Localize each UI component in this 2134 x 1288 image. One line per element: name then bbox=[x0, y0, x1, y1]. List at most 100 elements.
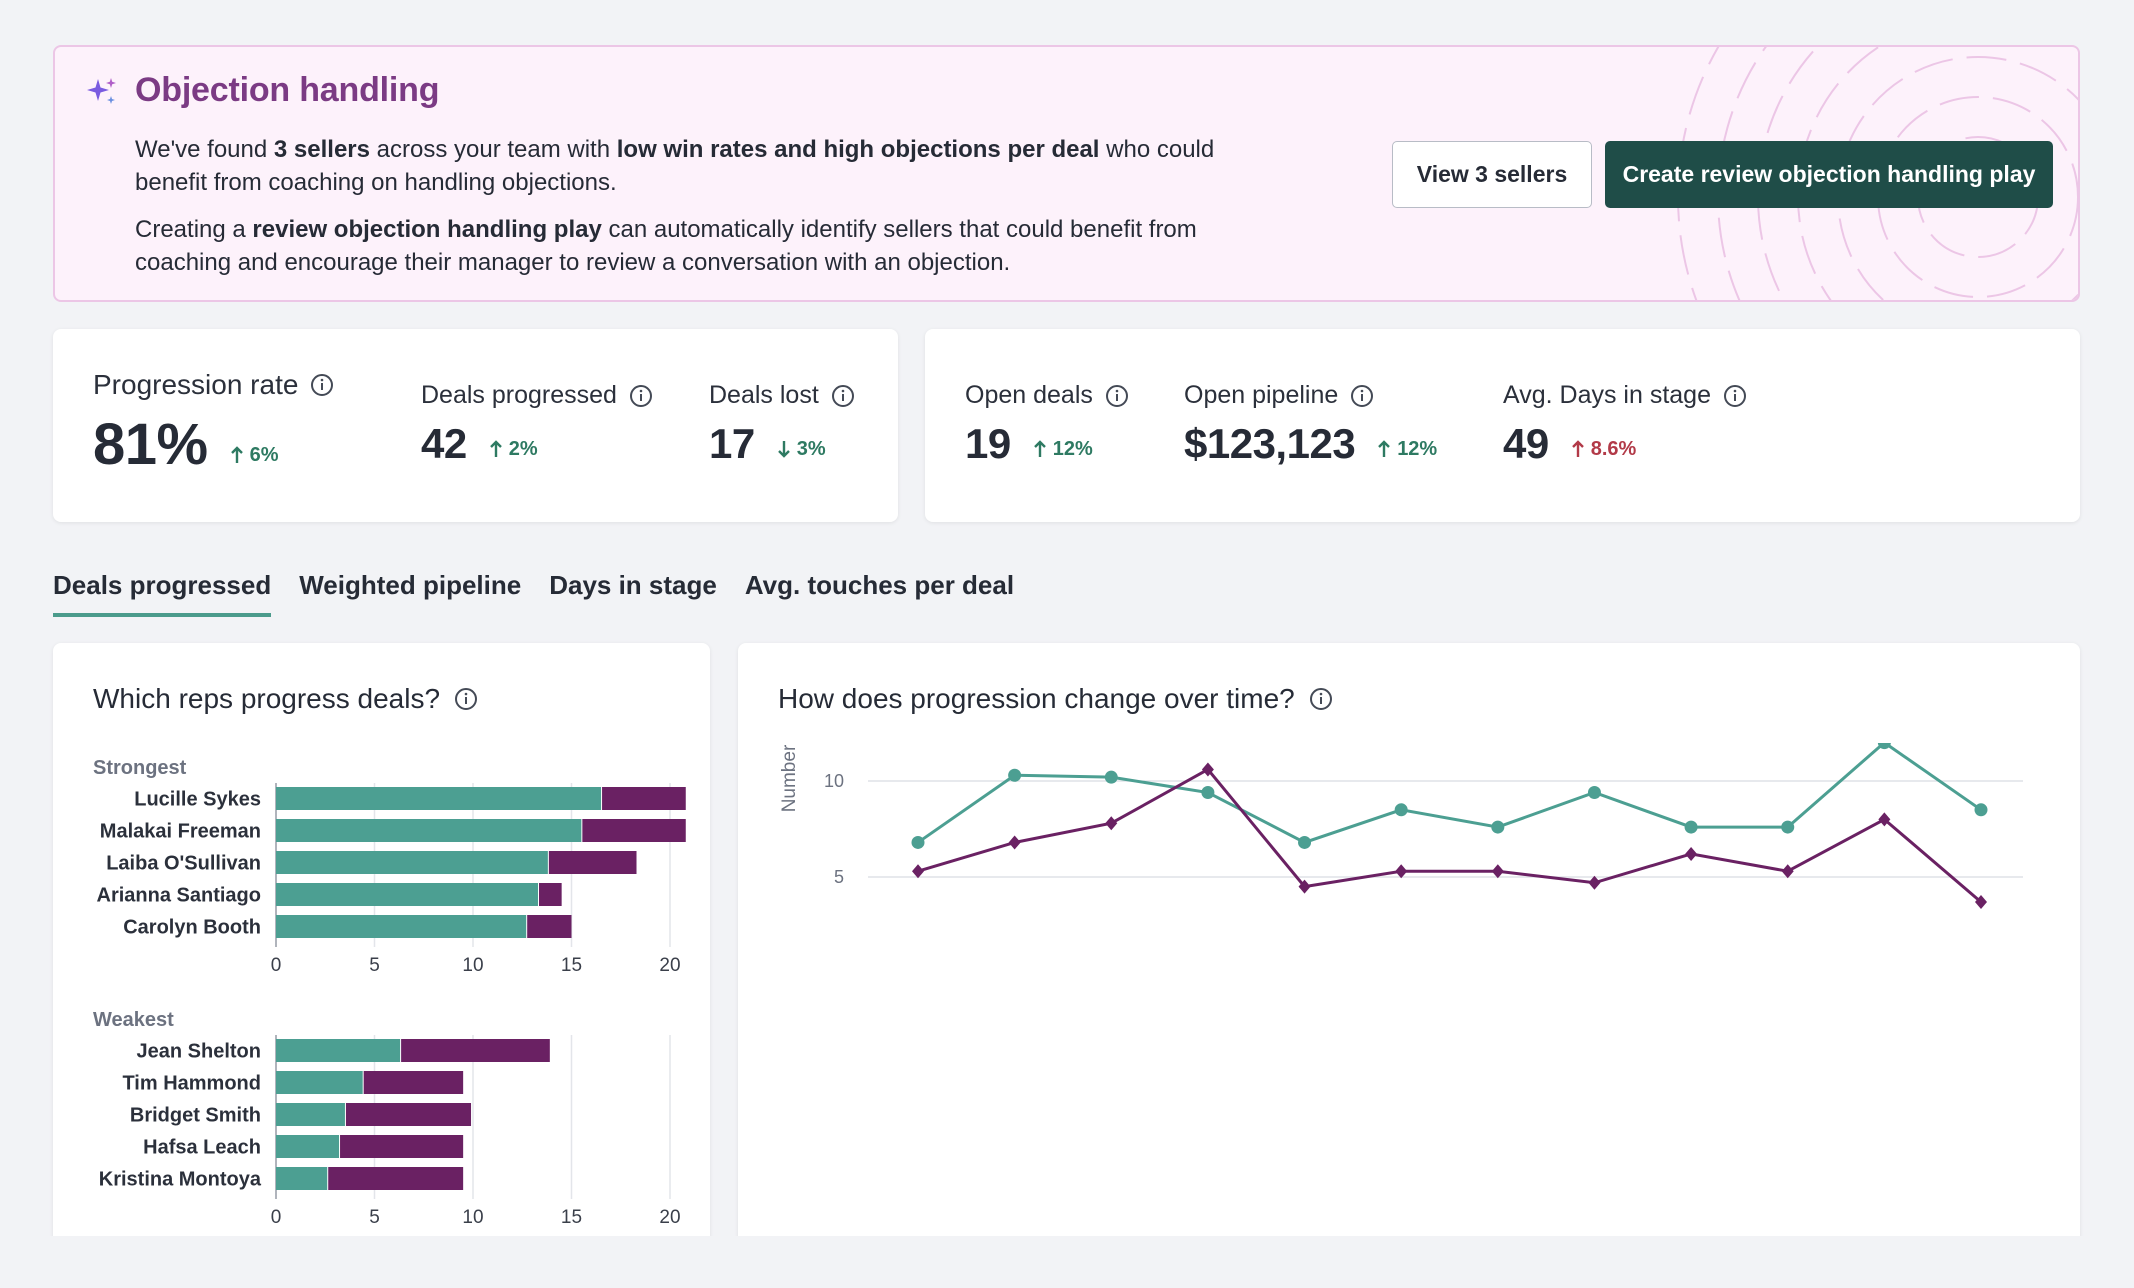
reps-chart-title: Which reps progress deals? bbox=[93, 683, 478, 715]
data-point bbox=[1298, 835, 1312, 849]
bar-segment bbox=[276, 1039, 401, 1062]
bar-segment bbox=[276, 1103, 345, 1126]
rep-name-label: Hafsa Leach bbox=[143, 1137, 261, 1159]
data-point bbox=[1008, 835, 1021, 850]
metric-deals-lost: Deals lost 17 3% bbox=[709, 381, 855, 468]
data-point bbox=[1975, 894, 1987, 909]
bar-segment bbox=[276, 851, 548, 874]
data-point bbox=[1781, 820, 1795, 834]
data-point bbox=[912, 864, 924, 879]
bar-segment bbox=[548, 851, 637, 874]
data-point bbox=[1008, 768, 1022, 782]
info-icon[interactable] bbox=[1350, 384, 1374, 408]
metric-open-pipeline: Open pipeline $123,123 12% bbox=[1184, 381, 1437, 468]
info-icon[interactable] bbox=[629, 384, 653, 408]
arrow-up-icon bbox=[489, 440, 502, 457]
y-tick-label: 10 bbox=[824, 771, 844, 791]
info-icon[interactable] bbox=[310, 373, 334, 397]
tab-avg-touches-per-deal[interactable]: Avg. touches per deal bbox=[744, 570, 1015, 600]
rep-name-label: Lucille Sykes bbox=[134, 789, 261, 811]
delta-value: 2% bbox=[508, 437, 538, 460]
bar-segment bbox=[276, 1071, 363, 1094]
rep-name-label: Laiba O'Sullivan bbox=[106, 853, 261, 875]
rep-name-label: Malakai Freeman bbox=[100, 821, 261, 843]
rep-name-label: Bridget Smith bbox=[130, 1105, 261, 1127]
text-bold: 3 sellers bbox=[273, 136, 370, 163]
metric-label: Open deals bbox=[965, 381, 1129, 410]
delta-badge: 12% bbox=[1033, 438, 1093, 461]
arrow-up-icon bbox=[1378, 440, 1391, 457]
metric-value: 17 bbox=[709, 420, 755, 467]
arrow-up-icon bbox=[1033, 440, 1046, 457]
tab-days-in-stage[interactable]: Days in stage bbox=[549, 570, 717, 600]
data-point bbox=[1395, 864, 1408, 879]
info-icon[interactable] bbox=[1105, 384, 1129, 408]
chart-tabs: Deals progressed Weighted pipeline Days … bbox=[53, 570, 1014, 617]
metric-row: 42 2% bbox=[421, 420, 653, 468]
create-play-button[interactable]: Create review objection handling play bbox=[1605, 141, 2053, 208]
metric-row: 17 3% bbox=[709, 420, 855, 468]
strongest-reps-bar-chart: 0 5 10 15 20 Lucille Sykes Malakai Freeman Laib… bbox=[97, 783, 686, 976]
data-point bbox=[1491, 864, 1504, 879]
metric-label: Deals lost bbox=[709, 381, 855, 410]
metric-row: 19 12% bbox=[965, 420, 1129, 468]
weakest-label: Weakest bbox=[93, 1009, 174, 1031]
x-tick-label: 15 bbox=[561, 1207, 582, 1228]
series-line bbox=[917, 767, 1982, 904]
info-icon[interactable] bbox=[831, 384, 855, 408]
banner-description: We've found 3 sellers across your team w… bbox=[135, 133, 1285, 293]
delta-badge: 8.6% bbox=[1571, 437, 1637, 461]
data-point bbox=[1685, 846, 1698, 861]
rep-name-label: Kristina Montoya bbox=[99, 1169, 262, 1191]
rep-name-label: Carolyn Booth bbox=[123, 917, 261, 939]
bar-segment bbox=[276, 915, 527, 938]
rep-name-label: Jean Shelton bbox=[137, 1041, 261, 1063]
x-tick-label: 20 bbox=[659, 955, 680, 976]
bar-segment bbox=[363, 1071, 464, 1094]
weakest-reps-bar-chart: 0 5 10 15 20 Jean Shelton Tim Hammond Bridget S… bbox=[99, 1035, 681, 1228]
metric-label: Open pipeline bbox=[1184, 381, 1437, 410]
delta-value: 8.6% bbox=[1590, 437, 1637, 460]
banner-paragraph-1: We've found 3 sellers across your team w… bbox=[135, 133, 1285, 199]
reps-chart-card: Which reps progress deals? Strongest Wea… bbox=[53, 643, 710, 1263]
metric-value: $123,123 bbox=[1184, 420, 1356, 467]
metric-label-text: Progression rate bbox=[93, 369, 299, 400]
text: Creating a bbox=[135, 216, 253, 243]
metric-value: 81% bbox=[93, 412, 208, 477]
rep-name-label: Arianna Santiago bbox=[97, 885, 261, 907]
view-sellers-button[interactable]: View 3 sellers bbox=[1392, 141, 1592, 208]
objection-handling-banner: Objection handling We've found 3 sellers… bbox=[53, 45, 2080, 302]
x-tick-label: 5 bbox=[369, 955, 380, 976]
metric-label-text: Open deals bbox=[965, 381, 1093, 409]
metric-label: Avg. Days in stage bbox=[1503, 381, 1747, 410]
info-icon[interactable] bbox=[454, 687, 478, 711]
info-icon[interactable] bbox=[1723, 384, 1747, 408]
bar-segment bbox=[276, 1135, 340, 1158]
metric-label: Deals progressed bbox=[421, 381, 653, 410]
bar-segment bbox=[276, 883, 539, 906]
info-icon[interactable] bbox=[1309, 687, 1333, 711]
chart-title-text: Which reps progress deals? bbox=[93, 683, 441, 714]
text: who could benefit from coaching on handl… bbox=[135, 136, 1215, 196]
data-point bbox=[1201, 762, 1214, 777]
bar-segment bbox=[401, 1039, 550, 1062]
strongest-label: Strongest bbox=[93, 757, 187, 779]
data-point bbox=[1104, 770, 1118, 784]
tab-deals-progressed[interactable]: Deals progressed bbox=[53, 570, 272, 617]
x-tick-label: 15 bbox=[561, 955, 582, 976]
time-chart-title: How does progression change over time? bbox=[778, 683, 1333, 715]
data-point bbox=[1201, 786, 1215, 800]
delta-value: 12% bbox=[1397, 437, 1438, 460]
page-bottom-area bbox=[0, 1236, 2134, 1288]
arrow-down-icon bbox=[777, 441, 790, 458]
time-chart-card: How does progression change over time? N… bbox=[738, 643, 2080, 1263]
metric-avg-days-in-stage: Avg. Days in stage 49 8.6% bbox=[1503, 381, 1747, 468]
x-tick-label: 10 bbox=[462, 955, 483, 976]
bar-segment bbox=[527, 915, 572, 938]
text-bold: review objection handling play bbox=[252, 216, 602, 243]
tab-weighted-pipeline[interactable]: Weighted pipeline bbox=[299, 570, 522, 600]
banner-title: Objection handling bbox=[135, 71, 440, 109]
metric-value: 49 bbox=[1503, 420, 1549, 467]
y-axis-label: Number of deals bbox=[779, 743, 800, 812]
banner-paragraph-2: Creating a review objection handling pla… bbox=[135, 213, 1285, 279]
